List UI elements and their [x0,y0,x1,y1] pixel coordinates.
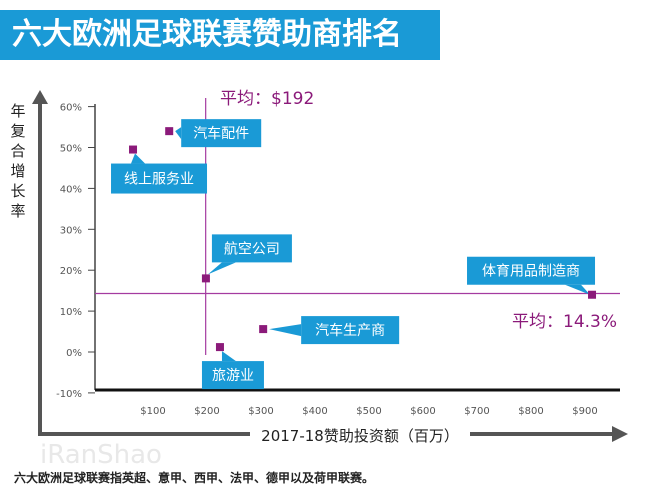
callout-pointer [207,262,236,275]
x-axis-label: 2017-18赞助投资额（百万） [261,427,459,445]
y-tick-label: 0% [66,348,82,359]
point-label: 汽车配件 [193,125,249,142]
data-point [259,325,268,334]
point-label: 体育用品制造商 [482,264,580,280]
callout-box [111,163,208,194]
callout-pointer [221,351,236,362]
y-axis-label-char: 复 [10,122,25,140]
point-label: 航空公司 [224,241,280,257]
y-axis-label-char: 率 [10,202,25,220]
y-axis-label-char: 合 [10,142,25,160]
data-point [129,145,138,154]
data-point-group: 汽车生产商 [259,316,400,345]
x-tick-label: $400 [302,406,327,417]
y-axis-label-char: 增 [10,162,25,180]
callout-pointer [131,153,146,164]
callout-box [301,316,400,345]
y-tick-label: 50% [60,144,82,155]
data-point [588,290,597,299]
point-label: 线上服务业 [124,172,194,188]
x-arrow-head [612,426,628,442]
x-tick-label: $500 [356,406,381,417]
x-tick-label: $700 [464,406,489,417]
point-label: 汽车生产商 [315,322,385,339]
y-arrow-head [32,90,48,104]
y-tick-label: 30% [60,225,82,236]
x-tick-label: $200 [194,406,219,417]
y-axis-label-char: 年 [10,102,25,120]
point-label: 旅游业 [212,368,254,384]
y-tick-label: 20% [60,266,82,277]
callout-pointer [269,324,302,337]
y-tick-label: -10% [56,389,82,400]
callout-box [467,256,596,285]
data-point [201,274,210,283]
data-point-group: 旅游业 [201,343,264,390]
callout-pointer [565,284,591,295]
data-point-group: 体育用品制造商 [467,256,597,299]
x-tick-label: $900 [572,406,597,417]
y-axis-label-char: 长 [10,182,25,200]
x-tick-label: $600 [410,406,435,417]
x-tick-label: $300 [248,406,273,417]
data-point-group: 线上服务业 [111,145,208,194]
page-title: 六大欧洲足球联赛赞助商排名 [0,10,440,60]
callout-box [211,234,292,263]
data-point [165,127,174,136]
callout-box [181,119,262,148]
y-tick-label: 40% [60,184,82,195]
data-point-group: 航空公司 [201,234,292,283]
avg-x-label: 平均：$192 [220,89,314,109]
callout-pointer [175,127,182,140]
footnote: 六大欧洲足球联赛指英超、意甲、西甲、法甲、德甲以及荷甲联赛。 [14,471,375,485]
avg-y-label: 平均：14.3% [512,312,617,332]
x-tick-label: $800 [518,406,543,417]
data-point-group: 汽车配件 [165,119,262,148]
y-tick-label: 60% [60,103,82,114]
x-tick-label: $100 [140,406,165,417]
watermark: iRanShao [40,440,162,470]
y-tick-label: 10% [60,307,82,318]
data-point [215,343,224,352]
callout-box [201,361,264,390]
